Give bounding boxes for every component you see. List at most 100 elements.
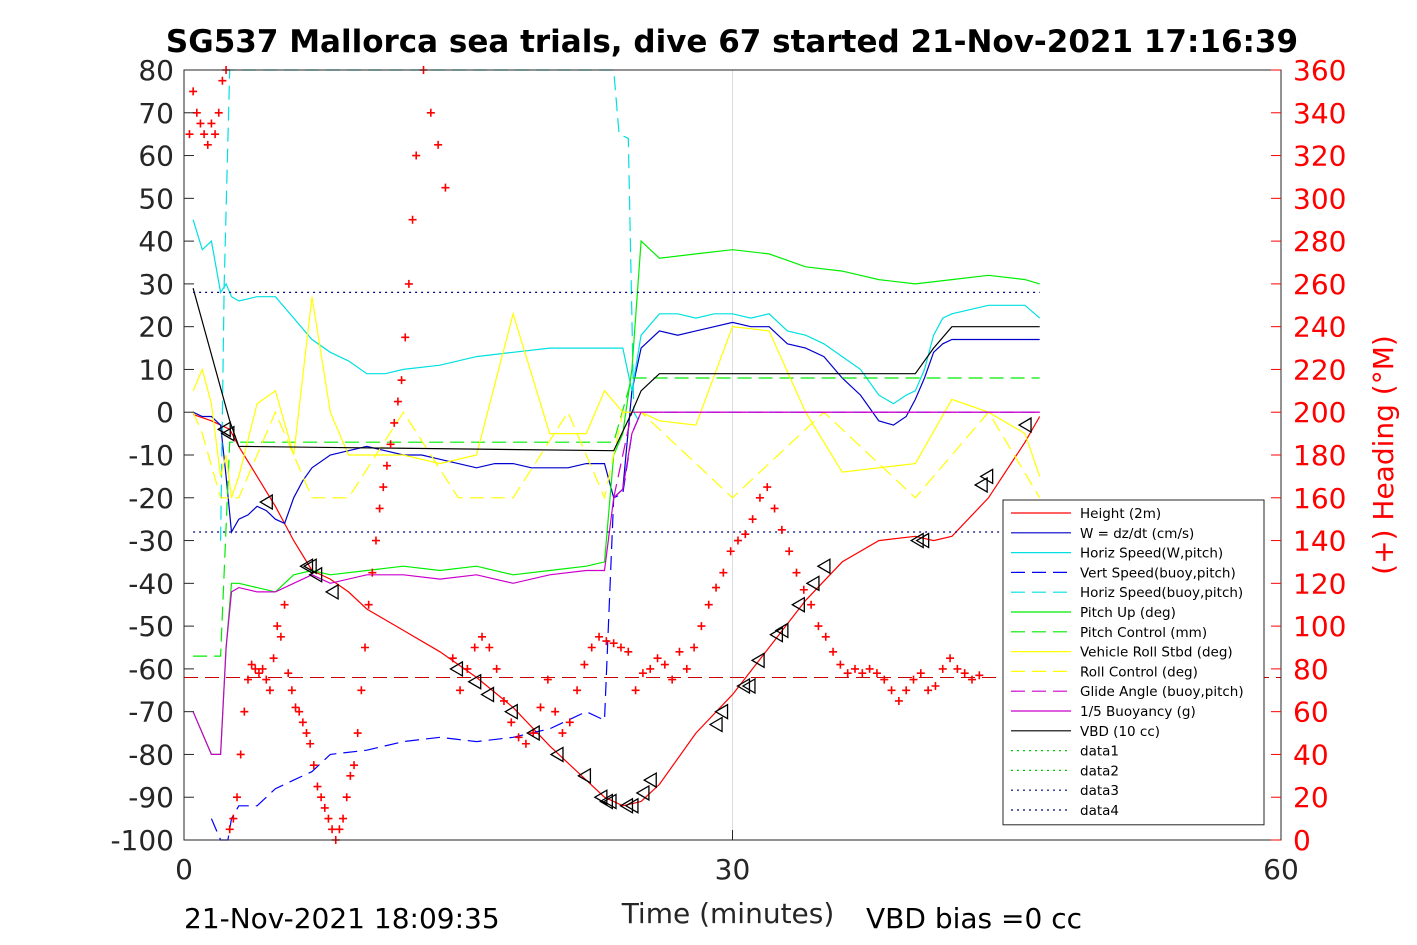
triangle-marker: [791, 596, 805, 613]
triangle-marker: [220, 425, 235, 442]
heading-point: [726, 547, 735, 556]
heading-point: [682, 664, 691, 673]
heading-point: [368, 568, 377, 577]
heading-point: [375, 504, 384, 513]
heading-point: [792, 568, 801, 577]
x-tick-label: 30: [715, 853, 751, 886]
heading-point: [284, 669, 293, 678]
heading-point: [931, 682, 940, 690]
heading-point: [203, 140, 212, 149]
triangle-marker: [302, 558, 317, 575]
heading-point: [924, 686, 933, 695]
heading-point: [668, 675, 677, 684]
heading-point: [302, 729, 311, 738]
y-tick-label: -60: [128, 653, 174, 686]
heading-point: [660, 660, 669, 669]
heading-point: [353, 729, 362, 738]
y-tick-label: -80: [128, 738, 174, 771]
triangle-marker: [549, 746, 564, 763]
y-tick-label: 20: [138, 311, 174, 344]
series-line-11: [192, 288, 1040, 452]
heading-point: [580, 660, 589, 669]
chart-title: SG537 Mallorca sea trials, dive 67 start…: [166, 24, 1298, 60]
heading-point: [712, 583, 721, 592]
heading-point: [916, 669, 925, 678]
right-tick-label: 340: [1293, 97, 1346, 130]
y-tick-label: 30: [138, 268, 174, 301]
heading-point: [514, 733, 523, 742]
heading-point: [733, 536, 742, 545]
heading-point: [361, 643, 370, 652]
heading-point: [196, 119, 205, 128]
triangle-marker: [599, 793, 613, 810]
right-tick-label: 40: [1293, 738, 1329, 771]
x-axis-label: Time (minutes): [621, 897, 835, 930]
legend-label: Vehicle Roll Stbd (deg): [1080, 645, 1233, 661]
heading-point: [207, 119, 216, 128]
triangle-marker: [577, 767, 592, 784]
y-tick-label: -20: [128, 482, 174, 515]
heading-point: [408, 215, 417, 224]
heading-point: [558, 729, 567, 738]
heading-point: [298, 718, 307, 727]
triangle-marker: [816, 558, 831, 575]
heading-point: [214, 108, 223, 117]
footer-timestamp: 21-Nov-2021 18:09:35: [184, 902, 500, 935]
heading-point: [638, 669, 647, 678]
heading-point: [536, 703, 545, 712]
heading-point: [646, 664, 655, 673]
heading-point: [295, 707, 304, 716]
heading-point: [233, 793, 242, 802]
right-tick-label: 280: [1293, 225, 1346, 258]
heading-point: [938, 664, 947, 673]
heading-point: [573, 686, 582, 695]
legend-label: Glide Angle (buoy,pitch): [1080, 684, 1244, 700]
heading-point: [441, 183, 450, 192]
y-tick-label: -50: [128, 610, 174, 643]
y-tick-label: -70: [128, 696, 174, 729]
heading-point: [379, 483, 388, 492]
right-tick-label: 240: [1293, 311, 1346, 344]
right-tick-label: 260: [1293, 268, 1346, 301]
heading-point: [456, 686, 465, 695]
right-tick-label: 0: [1293, 824, 1311, 857]
heading-point: [324, 814, 333, 823]
right-tick-label: 100: [1293, 610, 1346, 643]
heading-point: [218, 76, 227, 85]
right-tick-label: 200: [1293, 396, 1346, 429]
heading-point: [595, 632, 604, 641]
right-tick-label: 120: [1293, 567, 1346, 600]
y-tick-label: -30: [128, 525, 174, 558]
heading-point: [276, 632, 285, 641]
heading-point: [814, 622, 823, 631]
heading-point: [975, 671, 984, 680]
heading-point: [529, 729, 538, 738]
triangle-marker: [909, 532, 924, 549]
series-line-1: [192, 321, 1040, 534]
heading-point: [507, 718, 516, 727]
heading-point: [320, 803, 329, 812]
right-y-axis: 3603403203002802602402202001801601401201…: [1271, 54, 1346, 857]
triangle-marker: [525, 724, 540, 742]
triangle-markers: [216, 416, 1032, 814]
triangle-marker: [973, 476, 988, 494]
heading-point: [821, 632, 830, 641]
heading-point: [371, 536, 380, 545]
y-tick-label: 0: [156, 396, 174, 429]
series-line-3: [210, 411, 1040, 841]
heading-point: [909, 675, 918, 684]
x-axis: 0 30 60: [175, 830, 1299, 886]
heading-point: [225, 825, 234, 834]
heading-point: [397, 376, 406, 385]
heading-point: [382, 461, 391, 470]
heading-point: [887, 686, 896, 695]
legend-box: [1002, 499, 1265, 826]
heading-point: [653, 654, 662, 663]
heading-point: [412, 151, 421, 160]
legend-label: data3: [1080, 783, 1119, 799]
x-tick-label: 0: [175, 853, 193, 886]
heading-markers: [185, 66, 984, 844]
heading-point: [313, 782, 322, 791]
right-tick-label: 220: [1293, 353, 1346, 386]
right-tick-label: 80: [1293, 653, 1329, 686]
